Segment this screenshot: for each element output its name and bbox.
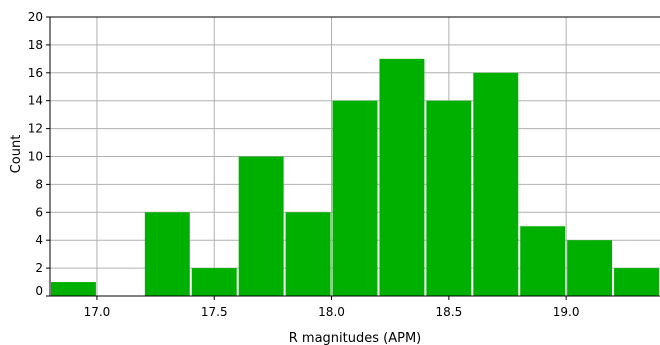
histogram-bar bbox=[473, 72, 519, 296]
histogram-bar bbox=[379, 58, 425, 296]
y-tick-label: 20 bbox=[28, 10, 43, 24]
x-tick-label: 18.5 bbox=[435, 305, 462, 319]
y-tick-label: 8 bbox=[35, 177, 43, 191]
y-tick-label: 10 bbox=[28, 150, 43, 164]
histogram-bar bbox=[51, 282, 96, 296]
histogram-bar bbox=[285, 212, 331, 296]
x-tick-labels: 17.0 17.5 18.0 18.5 19.0 bbox=[84, 296, 580, 319]
y-tick-label: 6 bbox=[35, 205, 43, 219]
y-axis-label: Count bbox=[9, 135, 24, 174]
y-tick-label: 0 bbox=[35, 284, 43, 298]
y-tick-label: 18 bbox=[28, 38, 43, 52]
x-tick-label: 17.5 bbox=[201, 305, 228, 319]
histogram-bar bbox=[332, 100, 378, 296]
y-tick-label: 14 bbox=[28, 94, 43, 108]
histogram-bar bbox=[520, 226, 566, 296]
y-tick-label: 12 bbox=[28, 122, 43, 136]
histogram-bar bbox=[144, 212, 190, 296]
x-tick-label: 17.0 bbox=[84, 305, 111, 319]
y-tick-label: 4 bbox=[35, 233, 43, 247]
x-axis-label: R magnitudes (APM) bbox=[289, 331, 421, 345]
histogram-bar bbox=[191, 268, 237, 296]
histogram-bar bbox=[567, 240, 613, 296]
histogram-bar bbox=[614, 268, 659, 296]
histogram-bars bbox=[51, 58, 659, 296]
y-tick-label: 2 bbox=[35, 261, 43, 275]
histogram-bar bbox=[238, 156, 284, 296]
x-tick-label: 19.0 bbox=[553, 305, 580, 319]
y-tick-label: 16 bbox=[28, 66, 43, 80]
histogram-bar bbox=[426, 100, 472, 296]
x-tick-label: 18.0 bbox=[318, 305, 345, 319]
y-tick-labels: 0 2 4 6 8 10 12 14 16 18 20 bbox=[28, 10, 50, 298]
